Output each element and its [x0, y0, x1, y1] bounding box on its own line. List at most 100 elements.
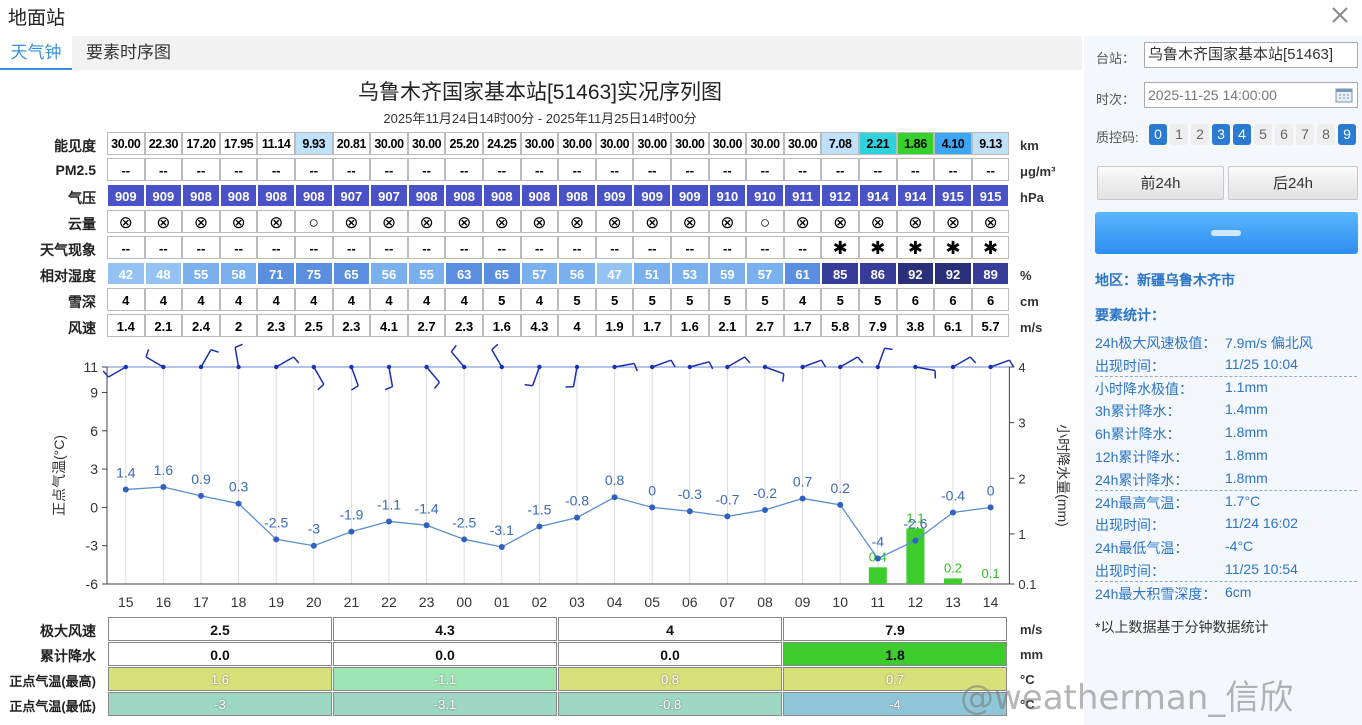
query-button[interactable]	[1095, 212, 1358, 254]
temperature-point	[987, 504, 994, 511]
qc-option-6[interactable]: 6	[1275, 124, 1293, 145]
temperature-point	[649, 504, 656, 511]
prev-24h-button[interactable]: 前24h	[1097, 166, 1224, 200]
cell-wind: 6.1	[934, 314, 972, 337]
station-field[interactable]: 乌鲁木齐国家基本站[51463]	[1144, 42, 1358, 68]
wind-barb-flag	[1008, 359, 1015, 368]
wind-barb	[727, 356, 746, 368]
cell-humidity: 57	[520, 262, 559, 285]
wind-point	[800, 364, 805, 370]
stat-value: 1.7°C	[1225, 492, 1261, 509]
cell-visibility: 22.30	[144, 132, 183, 155]
temperature-point	[423, 522, 430, 529]
temperature-point	[122, 486, 129, 493]
temperature-label: -1.4	[415, 500, 439, 516]
x-tick-label: 09	[795, 594, 811, 610]
row-label: 雪深	[68, 294, 96, 310]
temperature-label: -0.8	[565, 493, 589, 509]
cell-cloud: ⊗	[257, 210, 295, 233]
stat-value: 1.8mm	[1225, 447, 1268, 463]
qc-option-0[interactable]: 0	[1149, 124, 1167, 145]
temperature-point	[724, 513, 731, 520]
summary-unit: mm	[1020, 647, 1044, 662]
cell-wind: 1.7	[783, 314, 822, 337]
wind-barb	[572, 366, 578, 387]
cell-pressure: 908	[257, 184, 295, 207]
qc-option-8[interactable]: 8	[1317, 124, 1335, 145]
row-unit: μg/m³	[1020, 164, 1056, 179]
time-field[interactable]: 2025-11-25 14:00:00	[1144, 82, 1358, 108]
wind-barb-flag	[210, 348, 219, 353]
close-icon[interactable]	[1329, 4, 1351, 26]
cell-pm25: --	[595, 158, 634, 181]
cell-weather: --	[783, 236, 822, 259]
y-tick-label: 3	[90, 461, 98, 477]
wind-point	[612, 364, 617, 370]
temperature-label: -1.1	[377, 496, 401, 512]
wind-barb-flag	[351, 385, 359, 391]
tab-weather-clock[interactable]: 天气钟	[0, 36, 72, 70]
cell-wind: 2.4	[182, 314, 220, 337]
stat-label: 12h累计降水：	[1095, 449, 1189, 465]
precip-bar	[868, 567, 887, 584]
cell-pressure: 908	[295, 184, 333, 207]
wind-point	[123, 364, 128, 370]
stat-value: -4°C	[1225, 538, 1254, 555]
next-24h-button[interactable]: 后24h	[1228, 166, 1358, 200]
x-tick-label: 11	[871, 594, 886, 610]
temperature-label: 0	[987, 482, 995, 498]
calendar-icon[interactable]	[1335, 87, 1353, 103]
temperature-line	[125, 486, 991, 560]
cell-pm25: --	[558, 158, 596, 181]
summary-label: 正点气温(最高)	[9, 674, 96, 689]
y-tick-label: 9	[90, 385, 98, 401]
qc-option-9[interactable]: 9	[1338, 124, 1356, 145]
row-unit: m/s	[1020, 320, 1043, 335]
qc-option-4[interactable]: 4	[1233, 124, 1251, 145]
stat-label: 24h最大积雪深度：	[1095, 585, 1217, 602]
wind-barb	[990, 359, 1010, 368]
summary-cell-tmin: -3	[108, 692, 332, 716]
cell-visibility: 30.00	[633, 132, 671, 155]
summary-row-maxwind: 极大风速 2.5 4.3 4 7.9 m/s	[0, 617, 1082, 642]
y2-axis-title: 小时降水量(mm)	[1055, 424, 1071, 527]
cell-cloud: ⊗	[445, 210, 483, 233]
wind-point	[838, 364, 843, 370]
temperature-point	[461, 536, 468, 543]
summary-label: 累计降水	[40, 648, 96, 664]
cell-wind: 2.1	[708, 314, 747, 337]
wind-barb-flag	[744, 356, 751, 364]
stat-value: 1.1mm	[1225, 378, 1268, 395]
wind-barb-flag	[708, 361, 714, 370]
temperature-point	[799, 495, 806, 502]
main-panel: 乌鲁木齐国家基本站[51463]实况序列图 2025年11月24日14时00分 …	[0, 70, 1082, 725]
y-tick-label: -6	[86, 576, 99, 592]
cell-pressure: 908	[407, 184, 446, 207]
temperature-point	[874, 555, 881, 562]
stat-value: 6cm	[1225, 583, 1252, 600]
summary-cell-tmin: -0.8	[558, 692, 782, 716]
wind-point	[725, 364, 730, 370]
qc-option-3[interactable]: 3	[1212, 124, 1230, 145]
x-tick-label: 02	[532, 594, 548, 610]
qc-option-1[interactable]: 1	[1170, 124, 1188, 145]
cell-visibility: 30.00	[407, 132, 446, 155]
qc-option-2[interactable]: 2	[1191, 124, 1209, 145]
cell-cloud: ⊗	[483, 210, 521, 233]
temperature-label: -1.9	[339, 507, 363, 523]
cell-pressure: 910	[746, 184, 784, 207]
cell-visibility: 30.00	[558, 132, 596, 155]
cell-humidity: 71	[257, 262, 295, 285]
cell-cloud: ⊗	[332, 210, 371, 233]
qc-option-5[interactable]: 5	[1254, 124, 1272, 145]
wind-barb	[450, 351, 465, 368]
wind-barb-flag	[145, 349, 150, 358]
qc-option-7[interactable]: 7	[1296, 124, 1314, 145]
temperature-point	[912, 537, 919, 544]
tab-time-series[interactable]: 要素时序图	[86, 43, 171, 62]
stat-value: 1.8mm	[1225, 424, 1268, 441]
cell-humidity: 85	[821, 262, 859, 285]
temperature-label: -2.5	[264, 514, 288, 530]
cell-snow: 4	[445, 288, 483, 311]
cell-visibility: 7.08	[821, 132, 859, 155]
